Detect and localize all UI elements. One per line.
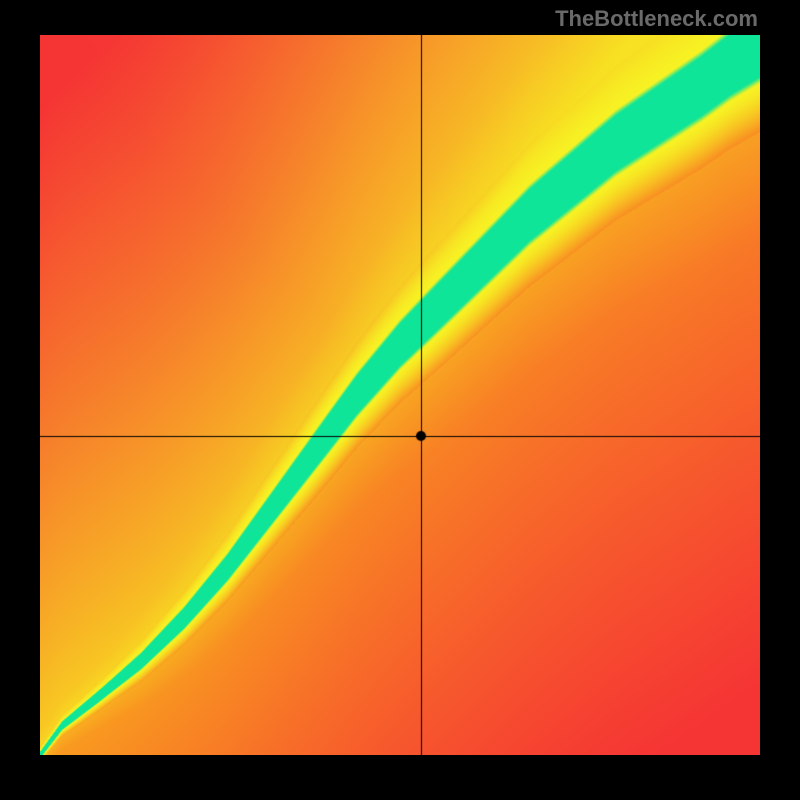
heatmap-plot [40, 35, 760, 755]
watermark-text: TheBottleneck.com [555, 6, 758, 32]
